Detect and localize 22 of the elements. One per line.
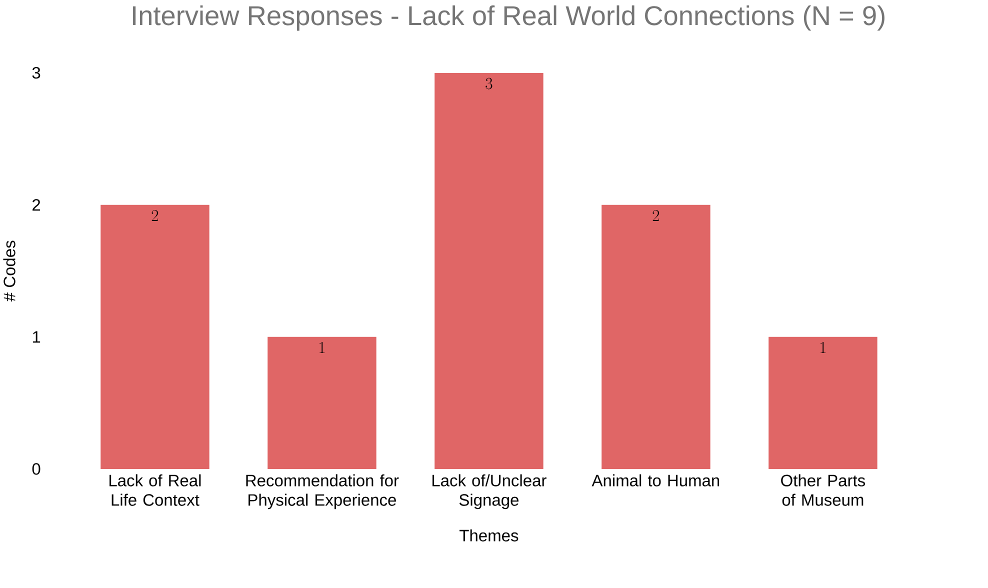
data-label: 1: [820, 342, 826, 353]
bar: [434, 72, 544, 469]
x-tick-label: Lack of Real Life Context: [110, 474, 201, 506]
y-axis-title: # Codes: [3, 240, 16, 302]
data-label: 2: [652, 210, 660, 221]
y-tick-label: 1: [32, 331, 40, 342]
bar: [268, 336, 376, 469]
x-tick-label: Lack of/Unclear Signage: [432, 474, 546, 509]
y-tick-label: 0: [32, 462, 40, 475]
x-axis-title: Themes: [460, 529, 518, 542]
x-tick-label: Recommendation for Physical Experience: [246, 474, 399, 509]
x-tick-label: Animal to Human: [592, 474, 720, 486]
y-tick-label: 2: [32, 198, 40, 210]
x-tick-label: Other Parts of Museum: [781, 474, 866, 506]
data-label: 2: [152, 210, 158, 221]
data-label: 1: [320, 342, 325, 353]
bar: [100, 204, 210, 469]
data-label: 3: [486, 78, 492, 90]
bar: [768, 336, 878, 469]
chart-title: Interview Responses - Lack of Real World Connections (N = 9): [133, 5, 884, 31]
y-tick-label: 3: [32, 66, 40, 78]
bar: [602, 204, 710, 469]
